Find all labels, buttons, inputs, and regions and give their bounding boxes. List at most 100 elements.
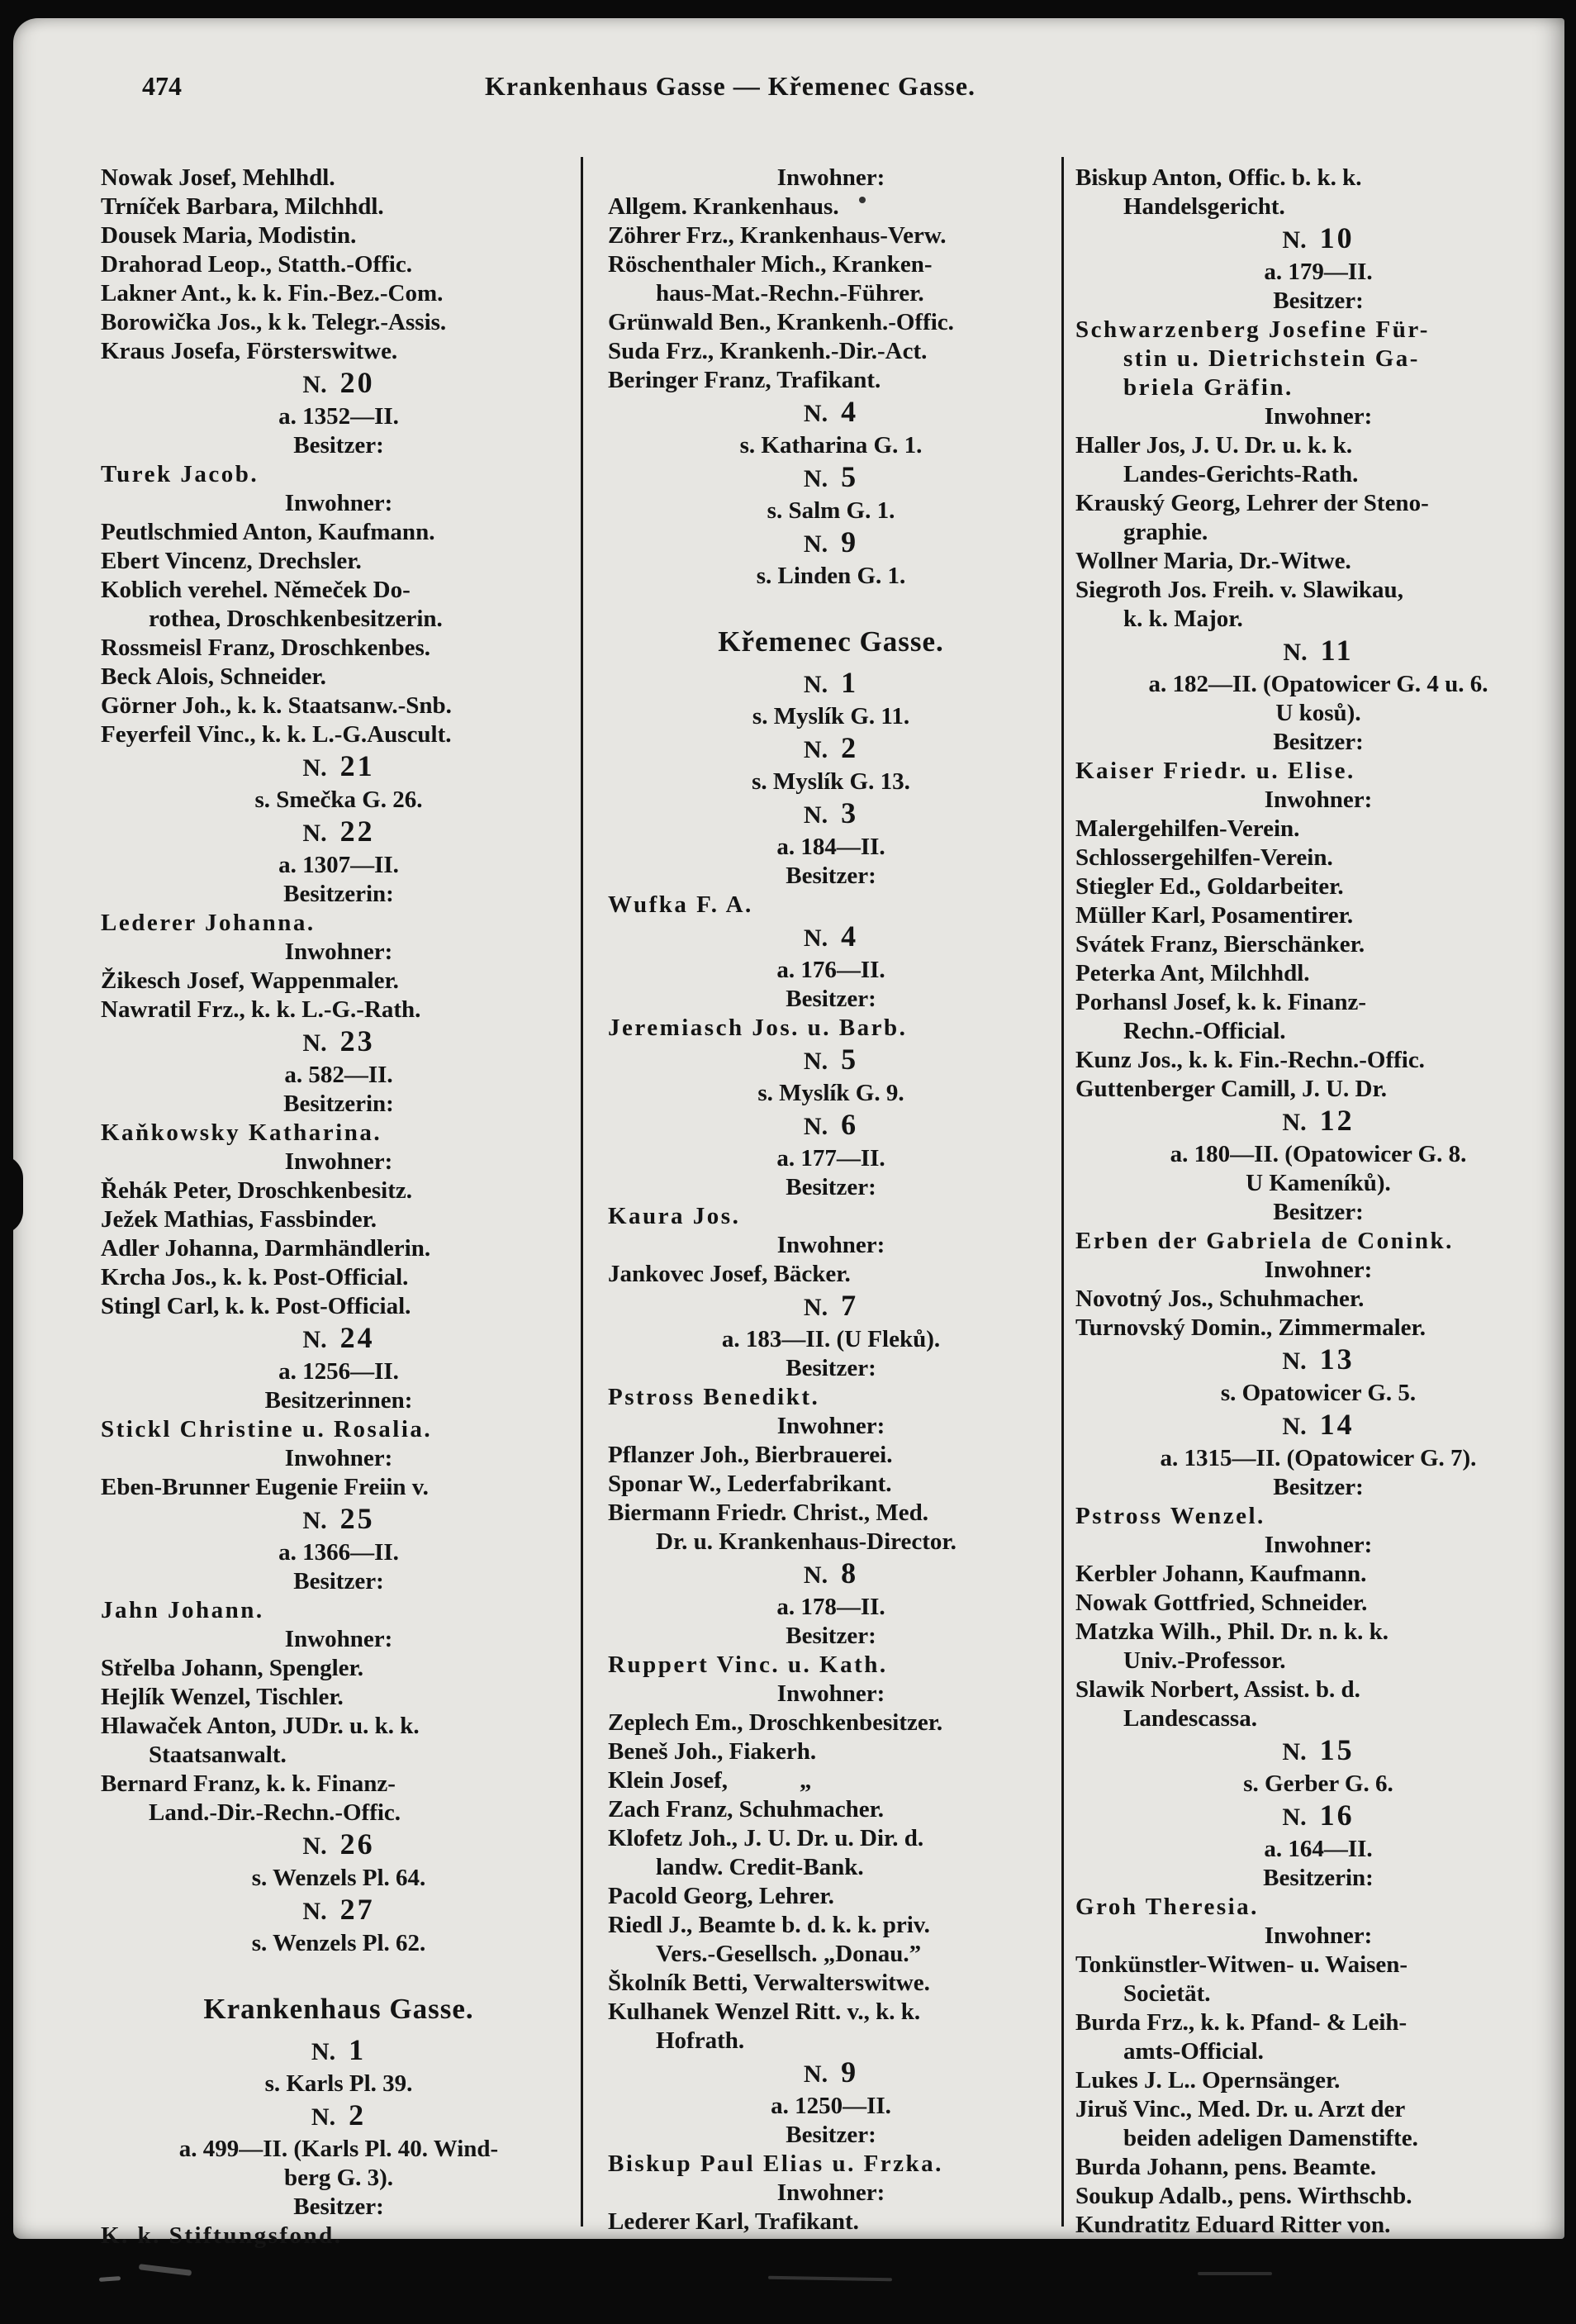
- house-number-prefix: N.: [311, 2038, 336, 2065]
- house-number-value: 5: [841, 460, 859, 493]
- centered-line: Inwohner:: [776, 164, 885, 191]
- house-number-prefix: N.: [803, 2060, 828, 2088]
- centered-line: Besitzer:: [786, 1623, 876, 1649]
- centered-line: a. 184—II.: [776, 834, 885, 860]
- house-number-value: 26: [339, 1827, 375, 1861]
- house-number-value: 13: [1319, 1343, 1355, 1376]
- house-number-value: 25: [339, 1502, 375, 1535]
- centered-line: a. 164—II.: [1264, 1836, 1373, 1862]
- entry-line: Žikesch Josef, Wappenmaler.: [101, 967, 399, 994]
- entry-line: Ebert Vincenz, Drechsler.: [101, 548, 362, 574]
- centered-line: Inwohner:: [1264, 403, 1373, 430]
- house-number-value: 22: [339, 815, 375, 848]
- entry-line: Krauský Georg, Lehrer der Steno-: [1075, 490, 1429, 516]
- entry-line: Jankovec Josef, Bäcker.: [608, 1261, 851, 1287]
- owner-line: Biskup Paul Elias u. Frzka.: [608, 2151, 943, 2177]
- house-number-prefix: N.: [311, 2103, 336, 2131]
- entry-line: Turnovský Domin., Zimmermaler.: [1075, 1314, 1426, 1341]
- entry-line: Kulhanek Wenzel Ritt. v., k. k.: [608, 1998, 921, 2025]
- house-number-value: 12: [1319, 1104, 1355, 1137]
- owner-line: Groh Theresia.: [1075, 1894, 1259, 1920]
- centered-line: a. 1366—II.: [278, 1539, 399, 1566]
- owner-continuation-line: briela Gräfin.: [1123, 374, 1294, 401]
- continuation-line: k. k. Major.: [1123, 606, 1243, 632]
- page-number: 474: [142, 71, 182, 101]
- centered-line: Inwohner:: [284, 939, 393, 965]
- house-number-line: N. 5: [608, 460, 1054, 497]
- entry-line: Sponar W., Lederfabrikant.: [608, 1471, 892, 1497]
- centered-line: a. 177—II.: [776, 1145, 885, 1172]
- house-number-value: 16: [1319, 1799, 1355, 1832]
- centered-line: Inwohner:: [1264, 787, 1373, 813]
- entry-line: Zeplech Em., Droschkenbesitzer.: [608, 1709, 943, 1736]
- house-number-line: N. 12: [1075, 1104, 1561, 1140]
- house-number-line: N. 14: [1075, 1408, 1561, 1444]
- entry-line: Svátek Franz, Bierschänker.: [1075, 931, 1365, 958]
- centered-line: Besitzer:: [786, 1355, 876, 1381]
- entry-line: Müller Karl, Posamentirer.: [1075, 902, 1354, 929]
- entry-line: Hejlík Wenzel, Tischler.: [101, 1684, 344, 1710]
- entry-line: Grünwald Ben., Krankenh.-Offic.: [608, 309, 954, 335]
- paper-background: [13, 18, 1564, 2239]
- entry-line: Burda Johann, pens. Beamte.: [1075, 2154, 1377, 2180]
- house-number-value: 23: [339, 1024, 375, 1057]
- house-number-line: N. 9: [608, 2055, 1054, 2092]
- house-number-prefix: N.: [302, 820, 327, 847]
- owner-line: Wufka F. A.: [608, 891, 753, 918]
- house-number-line: N. 16: [1075, 1799, 1561, 1835]
- centered-line: Inwohner:: [776, 1680, 885, 1707]
- centered-line: a. 1307—II.: [278, 852, 399, 878]
- entry-line: Pacold Georg, Lehrer.: [608, 1883, 834, 1909]
- owner-line: Schwarzenberg Josefine Für-: [1075, 316, 1430, 343]
- house-number-value: 15: [1319, 1733, 1355, 1766]
- centered-line: a. 1352—II.: [278, 403, 399, 430]
- house-number-value: 27: [339, 1893, 375, 1926]
- house-number-line: N. 2: [608, 731, 1054, 768]
- entry-line: Soukup Adalb., pens. Wirthschb.: [1075, 2183, 1412, 2209]
- entry-line: Bernard Franz, k. k. Finanz-: [101, 1770, 396, 1797]
- entry-line: Matzka Wilh., Phil. Dr. n. k. k.: [1075, 1618, 1388, 1645]
- continuation-line: Dr. u. Krankenhaus-Director.: [656, 1528, 957, 1555]
- house-number-line: N. 2: [101, 2098, 577, 2135]
- entry-line: Klofetz Joh., J. U. Dr. u. Dir. d.: [608, 1825, 924, 1851]
- house-number-value: 3: [841, 796, 859, 829]
- entry-line: Klein Josef, „: [608, 1767, 812, 1794]
- centered-line: s. Smečka G. 26.: [254, 787, 423, 813]
- house-number-prefix: N.: [302, 1898, 327, 1925]
- centered-line: a. 1256—II.: [278, 1358, 399, 1385]
- entry-line: Porhansl Josef, k. k. Finanz-: [1075, 989, 1367, 1015]
- house-number-prefix: N.: [803, 1048, 828, 1075]
- entry-line: Kundratitz Eduard Ritter von.: [1075, 2212, 1391, 2238]
- house-number-prefix: N.: [302, 1326, 327, 1353]
- house-number-prefix: N.: [1282, 1347, 1307, 1375]
- house-number-prefix: N.: [803, 1561, 828, 1589]
- centered-line: s. Gerber G. 6.: [1243, 1770, 1393, 1797]
- centered-line: Besitzer:: [786, 863, 876, 889]
- centered-line: Besitzer:: [293, 1568, 384, 1594]
- scan-ink-blob: [0, 1155, 23, 1234]
- house-number-prefix: N.: [302, 1507, 327, 1534]
- entry-line: Rossmeisl Franz, Droschkenbes.: [101, 634, 431, 661]
- column-divider-2: [1061, 157, 1064, 2227]
- centered-line: berg G. 3).: [283, 2165, 394, 2191]
- centered-line: Besitzer:: [1273, 1199, 1364, 1225]
- house-number-prefix: N.: [803, 1294, 828, 1321]
- centered-line: Besitzerin:: [283, 881, 394, 907]
- house-number-prefix: N.: [803, 530, 828, 558]
- house-number-line: N. 11: [1075, 634, 1561, 670]
- entry-line: Nowak Josef, Mehlhdl.: [101, 164, 335, 191]
- house-number-line: N. 27: [101, 1893, 577, 1929]
- house-number-line: N. 23: [101, 1024, 577, 1061]
- entry-line: Zach Franz, Schuhmacher.: [608, 1796, 885, 1823]
- entry-line: Röschenthaler Mich., Kranken-: [608, 251, 933, 278]
- house-number-prefix: N.: [803, 924, 828, 952]
- house-number-prefix: N.: [302, 1832, 327, 1860]
- continuation-line: Societät.: [1123, 1980, 1211, 2007]
- page-title: Krankenhaus Gasse — Křemenec Gasse.: [484, 71, 976, 101]
- house-number-prefix: N.: [302, 754, 327, 782]
- house-number-value: 7: [841, 1289, 859, 1322]
- entry-line: Beneš Joh., Fiakerh.: [608, 1738, 817, 1765]
- entry-line: Nawratil Frz., k. k. L.-G.-Rath.: [101, 996, 421, 1023]
- centered-line: U kosů).: [1275, 700, 1361, 726]
